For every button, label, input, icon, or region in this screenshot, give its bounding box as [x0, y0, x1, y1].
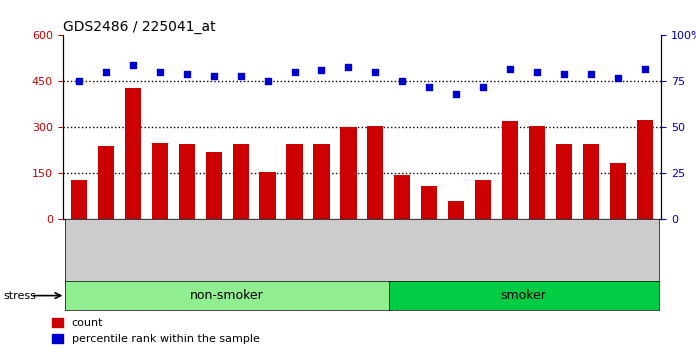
- Point: [154, 69, 165, 75]
- Bar: [71, 179, 87, 219]
- Point: [343, 64, 354, 69]
- Point: [316, 68, 327, 73]
- Bar: [205, 152, 222, 219]
- Bar: [583, 144, 599, 219]
- Point: [424, 84, 435, 90]
- Point: [451, 91, 462, 97]
- Bar: [637, 120, 653, 219]
- Point: [208, 73, 219, 79]
- Bar: [232, 144, 248, 219]
- Bar: [179, 144, 195, 219]
- Point: [289, 69, 300, 75]
- Point: [612, 75, 624, 81]
- Bar: [502, 121, 519, 219]
- Legend: count, percentile rank within the sample: count, percentile rank within the sample: [47, 313, 264, 348]
- Point: [127, 62, 139, 68]
- Bar: [421, 186, 437, 219]
- Bar: [340, 127, 356, 219]
- Point: [477, 84, 489, 90]
- Bar: [313, 144, 330, 219]
- Bar: [260, 172, 276, 219]
- Bar: [610, 163, 626, 219]
- Point: [370, 69, 381, 75]
- Point: [100, 69, 111, 75]
- Text: stress: stress: [3, 291, 36, 301]
- Point: [181, 71, 192, 77]
- Bar: [448, 201, 464, 219]
- Point: [505, 66, 516, 72]
- Bar: [529, 126, 545, 219]
- Text: smoker: smoker: [500, 289, 546, 302]
- Bar: [287, 144, 303, 219]
- Point: [532, 69, 543, 75]
- Point: [235, 73, 246, 79]
- Point: [262, 79, 273, 84]
- Text: non-smoker: non-smoker: [190, 289, 264, 302]
- Bar: [556, 144, 572, 219]
- Point: [73, 79, 84, 84]
- Point: [585, 71, 596, 77]
- Bar: [475, 179, 491, 219]
- Bar: [125, 87, 141, 219]
- Bar: [394, 175, 411, 219]
- Bar: [97, 146, 114, 219]
- Point: [397, 79, 408, 84]
- Point: [559, 71, 570, 77]
- Text: GDS2486 / 225041_at: GDS2486 / 225041_at: [63, 21, 215, 34]
- Point: [640, 66, 651, 72]
- Bar: [367, 126, 383, 219]
- Bar: [152, 143, 168, 219]
